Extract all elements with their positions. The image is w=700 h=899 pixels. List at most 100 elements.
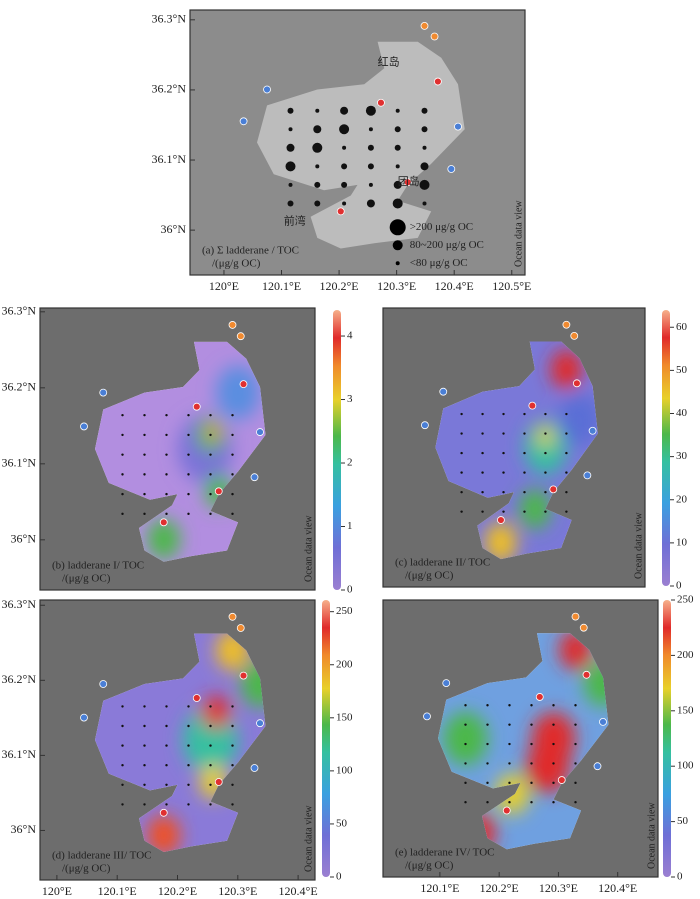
- station: [192, 694, 201, 702]
- sample-site: [481, 471, 484, 474]
- sample-site: [121, 453, 124, 456]
- field-blob: [550, 349, 583, 390]
- side-label: Ocean data view: [646, 802, 657, 869]
- sample-site: [574, 704, 577, 707]
- sample-site: [502, 432, 505, 435]
- station: [599, 717, 607, 726]
- lat-tick-label: 36°N: [11, 822, 37, 836]
- sample-site: [313, 125, 322, 134]
- sample-site: [420, 162, 429, 171]
- lat-tick-label: 36°N: [11, 532, 37, 546]
- sample-site: [143, 433, 146, 437]
- sample-site: [508, 781, 511, 785]
- sample-site: [209, 473, 212, 476]
- sample-site: [565, 412, 568, 416]
- sample-site: [342, 201, 347, 206]
- panel-unit: /(μg/g OC): [405, 570, 454, 582]
- sample-site: [231, 783, 234, 786]
- sample-site: [523, 432, 526, 435]
- sample-site: [544, 412, 547, 416]
- sample-site: [187, 705, 190, 708]
- station: [228, 321, 237, 329]
- station: [423, 712, 431, 721]
- legend-label: 80~200 μg/g OC: [410, 239, 484, 251]
- sample-site: [121, 783, 124, 786]
- colorbar-scale: [663, 600, 671, 877]
- sample-site: [544, 451, 547, 455]
- sample-site: [209, 803, 212, 806]
- sample-site: [315, 164, 320, 169]
- station: [192, 402, 201, 411]
- sample-site: [530, 723, 533, 726]
- sample-site: [121, 512, 124, 516]
- sample-site: [165, 764, 168, 767]
- sample-site: [565, 510, 568, 513]
- field-blob: [583, 659, 609, 707]
- sample-site: [394, 126, 401, 133]
- sample-site: [231, 764, 234, 767]
- sample-site: [460, 490, 463, 494]
- lat-tick-label: 36.3°N: [2, 304, 37, 318]
- station: [588, 426, 597, 435]
- sample-site: [481, 432, 484, 435]
- sample-site: [421, 126, 428, 133]
- lon-tick-label: 120.1°E: [420, 881, 459, 895]
- station: [430, 32, 439, 41]
- station: [99, 388, 108, 397]
- station: [214, 487, 223, 496]
- sample-site: [143, 744, 146, 747]
- station: [80, 422, 88, 431]
- panel-unit: /(μg/g OC): [405, 860, 454, 872]
- lon-tick-label: 120.2°E: [480, 881, 519, 895]
- sample-site: [209, 744, 212, 747]
- sample-site: [209, 492, 212, 496]
- station: [557, 776, 566, 784]
- sample-site: [143, 512, 146, 516]
- sample-site: [530, 704, 533, 707]
- legend-symbol: [389, 219, 406, 236]
- colorbar: 0 50 100 150 200 250: [663, 594, 694, 883]
- sample-site: [165, 492, 168, 496]
- station: [377, 98, 385, 107]
- sample-site: [121, 413, 124, 417]
- legend-symbol: [392, 240, 403, 251]
- station: [336, 207, 345, 216]
- station: [571, 612, 580, 621]
- station: [502, 806, 511, 815]
- sample-site: [464, 704, 467, 707]
- sample-site: [121, 705, 124, 708]
- sample-site: [523, 412, 526, 416]
- sample-site: [165, 473, 168, 476]
- sample-site: [552, 723, 555, 726]
- station: [236, 332, 245, 341]
- sample-site: [143, 705, 146, 708]
- colorbar-tick-label: 200: [336, 658, 353, 670]
- field-blob: [443, 711, 488, 766]
- station: [549, 485, 558, 494]
- station: [159, 808, 168, 817]
- sample-site: [231, 453, 234, 456]
- colorbar-tick-label: 2: [347, 457, 353, 469]
- side-label: Ocean data view: [633, 512, 644, 579]
- sample-site: [394, 144, 401, 151]
- sample-site: [143, 492, 146, 496]
- lon-tick-label: 120.1°E: [98, 884, 137, 898]
- lat-tick-label: 36.1°N: [152, 152, 187, 166]
- place-name: 团岛: [398, 174, 420, 188]
- sample-site: [574, 742, 577, 746]
- colorbar-tick-label: 0: [676, 580, 682, 592]
- colorbar-tick-label: 150: [336, 711, 353, 723]
- station: [570, 331, 579, 340]
- panel-frame: [382, 307, 646, 588]
- panel-frame: [189, 9, 526, 276]
- sample-site: [422, 201, 427, 206]
- colorbar-tick-label: 250: [677, 594, 694, 606]
- sample-site: [341, 163, 348, 170]
- sample-site: [523, 490, 526, 494]
- sample-site: [231, 512, 234, 516]
- sample-site: [530, 801, 533, 804]
- panel-label: (b) ladderane I/ TOC: [52, 560, 144, 572]
- sample-site: [187, 413, 190, 417]
- station: [497, 516, 505, 524]
- sample-site: [508, 723, 511, 726]
